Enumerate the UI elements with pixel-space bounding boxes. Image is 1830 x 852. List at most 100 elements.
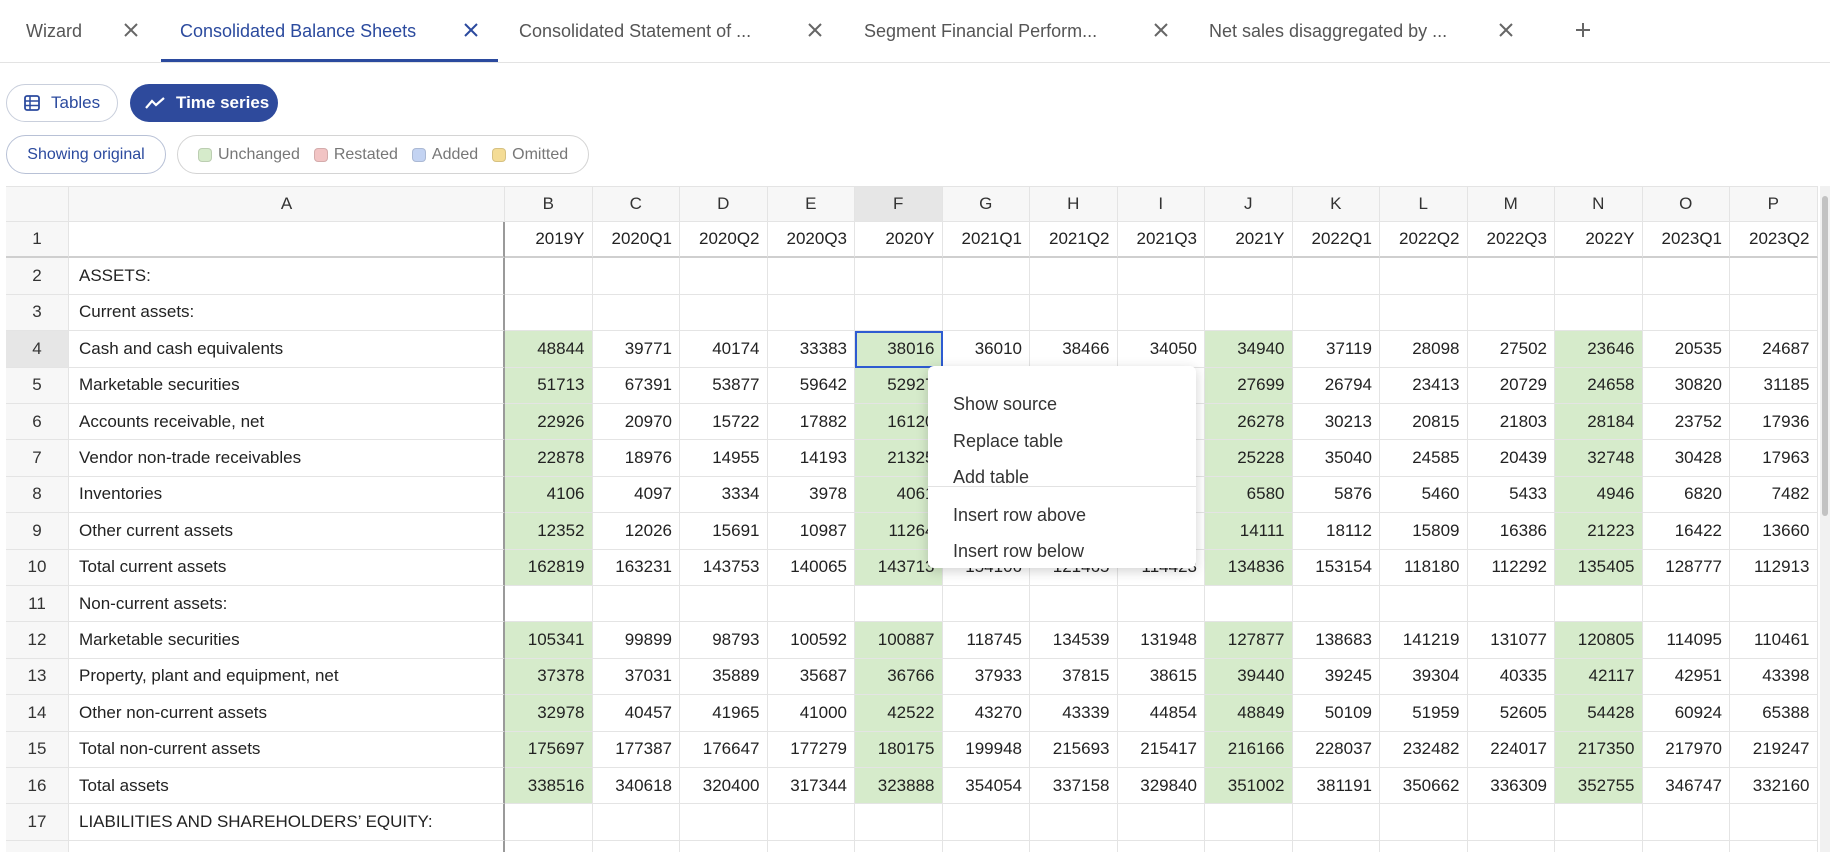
data-cell: [1117, 586, 1205, 623]
row-label: Marketable securities: [69, 622, 505, 659]
data-cell: 120805: [1555, 622, 1643, 659]
scrollbar[interactable]: [1820, 186, 1830, 852]
tab[interactable]: Consolidated Balance Sheets: [180, 20, 417, 41]
legend-label: Restated: [333, 145, 398, 163]
data-cell: 30428: [1642, 440, 1730, 477]
data-cell: 39440: [1205, 658, 1293, 696]
row-label: Total current assets: [69, 549, 505, 586]
data-cell: 100592: [767, 622, 855, 659]
data-cell: 323888: [855, 768, 943, 805]
menu-item[interactable]: Insert row above: [953, 505, 1087, 525]
tables-button[interactable]: Tables: [6, 84, 118, 122]
data-cell: 32978: [505, 695, 593, 732]
tab[interactable]: Segment Financial Perform...: [864, 20, 1098, 41]
data-cell: 232482: [1380, 731, 1468, 768]
data-cell: [1292, 258, 1380, 295]
period-header: 2023Q1: [1642, 222, 1730, 259]
tab-close[interactable]: [1496, 20, 1516, 40]
data-cell: [1730, 258, 1818, 295]
data-cell: 42951: [1642, 658, 1730, 696]
data-cell: 35687: [767, 658, 855, 696]
column-header: E: [767, 186, 855, 222]
tab[interactable]: Wizard: [26, 20, 83, 41]
data-cell: 329840: [1117, 768, 1205, 805]
tab-close[interactable]: [1151, 20, 1171, 40]
tab[interactable]: Net sales disaggregated by ...: [1209, 20, 1448, 41]
data-cell: 31185: [1730, 367, 1818, 404]
row-number: 12: [6, 622, 69, 659]
period-header: 2021Q2: [1030, 222, 1118, 259]
menu-item[interactable]: Replace table: [953, 431, 1064, 451]
data-cell: 42522: [855, 695, 943, 732]
active-tab-underline: [161, 59, 498, 62]
add-tab[interactable]: [1573, 20, 1593, 40]
data-cell: 16422: [1642, 513, 1730, 550]
data-cell: [1555, 294, 1643, 332]
data-cell: 23413: [1380, 367, 1468, 404]
row-label: Marketable securities: [69, 367, 505, 404]
cell: [1118, 840, 1205, 852]
data-cell: 140065: [767, 549, 855, 586]
data-cell: 20815: [1380, 404, 1468, 441]
data-cell: [1555, 804, 1643, 841]
data-cell: 35889: [680, 658, 768, 696]
data-cell: [1117, 804, 1205, 841]
cell: [1293, 840, 1380, 852]
filter-button[interactable]: Showing original: [6, 135, 166, 174]
column-header: O: [1642, 186, 1730, 222]
data-cell: [592, 804, 680, 841]
data-cell: [1030, 804, 1118, 841]
data-cell: 24585: [1380, 440, 1468, 477]
data-cell: 60924: [1642, 695, 1730, 732]
tab-close[interactable]: [805, 20, 825, 40]
data-cell: [767, 804, 855, 841]
row-label: Vendor non-trade receivables: [69, 440, 505, 477]
data-cell: 40335: [1467, 658, 1555, 696]
menu-item[interactable]: Insert row below: [953, 541, 1085, 561]
data-cell: 52605: [1467, 695, 1555, 732]
data-cell: [592, 258, 680, 295]
tab-close[interactable]: [121, 20, 141, 40]
data-cell: 4061: [855, 476, 943, 514]
data-cell: 27502: [1467, 331, 1555, 368]
row-label: Total non-current assets: [69, 731, 505, 768]
data-cell: [680, 258, 768, 295]
data-cell: 143753: [680, 549, 768, 586]
data-cell: 39245: [1292, 658, 1380, 696]
data-cell: 219247: [1730, 731, 1818, 768]
data-cell: [767, 294, 855, 332]
data-cell: [1205, 258, 1293, 295]
column-header: I: [1117, 186, 1205, 222]
data-cell: [1730, 294, 1818, 332]
data-cell: 37815: [1030, 658, 1118, 696]
data-cell: [1292, 294, 1380, 332]
menu-item[interactable]: Show source: [953, 394, 1058, 414]
data-cell: 346747: [1642, 768, 1730, 805]
data-cell: 25228: [1205, 440, 1293, 477]
time-series-button[interactable]: Time series: [130, 84, 278, 122]
data-cell: 6820: [1642, 476, 1730, 514]
row-label: Current assets:: [69, 294, 505, 332]
tab-close[interactable]: [461, 20, 481, 40]
data-cell: 67391: [592, 367, 680, 404]
data-cell: 43339: [1030, 695, 1118, 732]
legend-item: Added: [411, 146, 478, 164]
data-cell: 336309: [1467, 768, 1555, 805]
tab[interactable]: Consolidated Statement of ...: [519, 20, 752, 41]
cell: [1468, 840, 1555, 852]
row-number: 2: [6, 258, 69, 295]
menu-item[interactable]: Add table: [953, 467, 1030, 487]
data-cell: [1642, 586, 1730, 623]
legend-swatch: [492, 147, 507, 162]
data-cell: 21223: [1555, 513, 1643, 550]
data-cell: [1117, 258, 1205, 295]
period-header: 2020Q1: [592, 222, 680, 259]
legend-item: Unchanged: [198, 146, 300, 164]
data-cell: 112913: [1730, 549, 1818, 586]
column-header: G: [942, 186, 1030, 222]
cell: [1380, 840, 1468, 852]
data-cell: 44854: [1117, 695, 1205, 732]
legend-item: Omitted: [492, 146, 568, 164]
row-number: 8: [6, 476, 69, 514]
cell: [1205, 840, 1293, 852]
